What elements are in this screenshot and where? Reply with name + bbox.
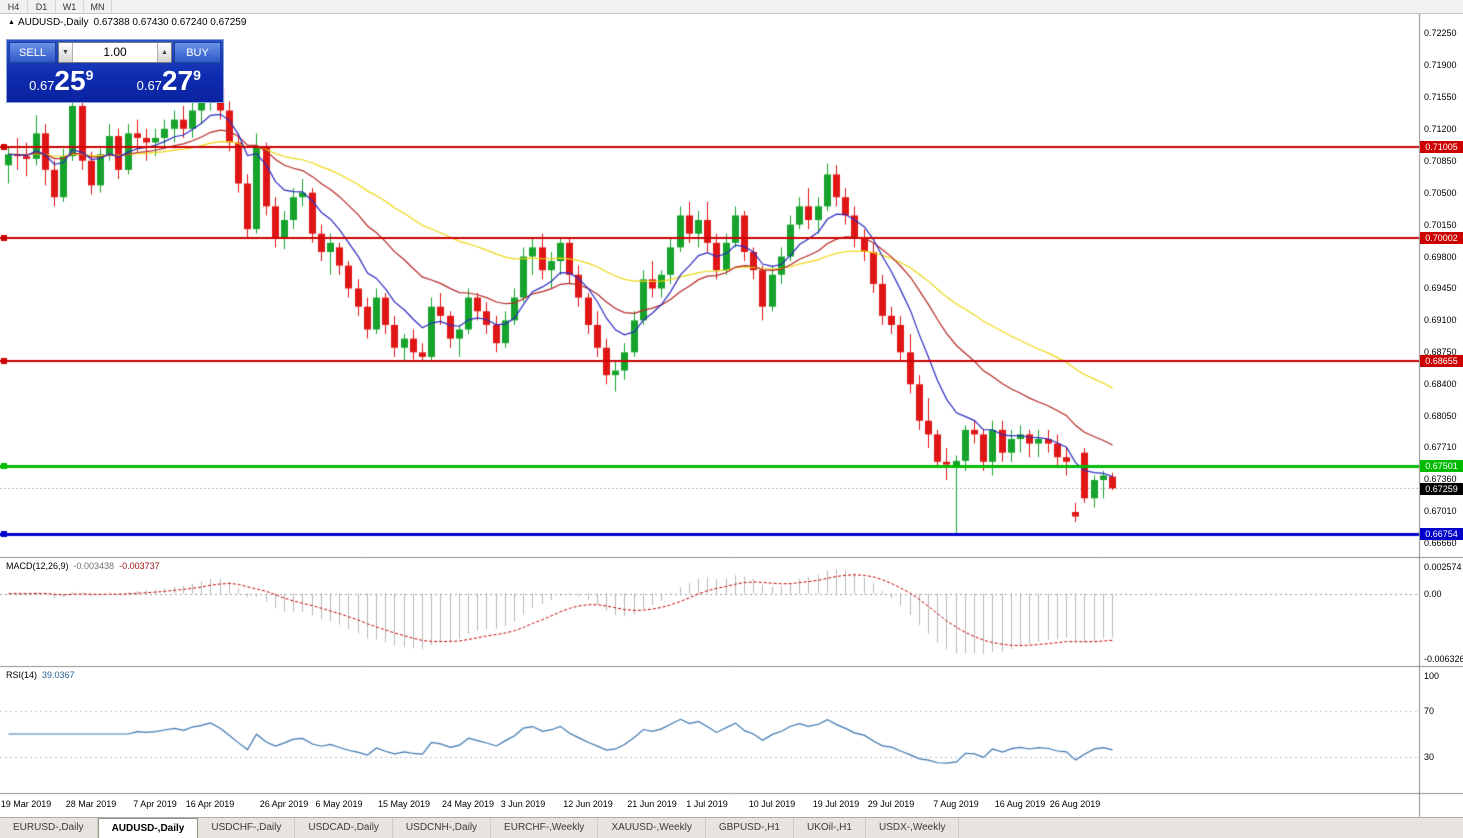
price-axis-label: 0.68400 bbox=[1424, 379, 1457, 390]
price-axis-label: 0.70150 bbox=[1424, 219, 1457, 230]
collapse-triangle-icon[interactable]: ▲ bbox=[8, 19, 15, 26]
sell-price-prefix: 0.67 bbox=[29, 78, 55, 93]
date-axis-label: 10 Jul 2019 bbox=[748, 799, 796, 809]
price-axis-label: 0.69800 bbox=[1424, 251, 1457, 262]
price-axis-label: 0.69100 bbox=[1424, 315, 1457, 326]
current-price-badge: 0.67259 bbox=[1420, 482, 1463, 495]
date-axis-label: 16 Apr 2019 bbox=[185, 799, 235, 809]
macd-signal-value: -0.003737 bbox=[119, 561, 160, 571]
macd-axis-top-label: 0.002574 bbox=[1424, 562, 1462, 572]
caret-up-icon: ▲ bbox=[161, 49, 168, 56]
price-axis-label: 0.70850 bbox=[1424, 155, 1457, 166]
price-axis-label: 0.67360 bbox=[1424, 474, 1457, 485]
chart-tab-gbpusd-h1[interactable]: GBPUSD-,H1 bbox=[706, 818, 794, 838]
buy-price-pipette: 9 bbox=[193, 67, 201, 83]
date-axis-label: 16 Aug 2019 bbox=[994, 799, 1046, 809]
chart-tab-usdcad-daily[interactable]: USDCAD-,Daily bbox=[295, 818, 393, 838]
hline-price-badge: 0.67501 bbox=[1420, 460, 1463, 472]
chart-tab-usdx-weekly[interactable]: USDX-,Weekly bbox=[866, 818, 960, 838]
chart-tab-usdchf-daily[interactable]: USDCHF-,Daily bbox=[198, 818, 296, 838]
buy-button[interactable]: BUY bbox=[174, 42, 221, 63]
rsi-axis-label: 30 bbox=[1424, 752, 1435, 763]
volume-increase-button[interactable]: ▲ bbox=[157, 43, 171, 62]
macd-axis-zero-label: 0.00 bbox=[1424, 588, 1442, 599]
chart-tab-usdcnh-daily[interactable]: USDCNH-,Daily bbox=[393, 818, 492, 838]
hline-price-badge: 0.71005 bbox=[1420, 141, 1463, 153]
chart-tab-xauusd-weekly[interactable]: XAUUSD-,Weekly bbox=[598, 818, 706, 838]
date-axis-label: 19 Mar 2019 bbox=[0, 799, 52, 809]
buy-price-prefix: 0.67 bbox=[136, 78, 162, 93]
date-axis-label: 7 Apr 2019 bbox=[133, 799, 177, 809]
date-axis-label: 21 Jun 2019 bbox=[627, 799, 677, 809]
macd-axis-bottom-label: -0.006326 bbox=[1424, 654, 1463, 664]
timeframe-button-h4[interactable]: H4 bbox=[0, 0, 28, 13]
timeframe-button-w1[interactable]: W1 bbox=[56, 0, 84, 13]
date-axis-label: 29 Jul 2019 bbox=[867, 799, 915, 809]
date-axis-label: 7 Aug 2019 bbox=[933, 799, 979, 809]
date-axis-label: 3 Jun 2019 bbox=[500, 799, 546, 809]
price-axis-label: 0.67010 bbox=[1424, 506, 1457, 517]
date-axis-label: 6 May 2019 bbox=[315, 799, 363, 809]
rsi-name: RSI(14) bbox=[6, 670, 38, 680]
hline-price-badge: 0.66754 bbox=[1420, 528, 1463, 540]
volume-spinner[interactable]: ▼ 1.00 ▲ bbox=[58, 42, 172, 63]
chart-window-title: ▲ AUDUSD-,Daily 0.67388 0.67430 0.67240 0.… bbox=[8, 17, 246, 28]
date-axis-label: 1 Jul 2019 bbox=[686, 799, 728, 809]
chart-ohlc-values: 0.67388 0.67430 0.67240 0.67259 bbox=[93, 17, 247, 28]
buy-price-display[interactable]: 0.67279 bbox=[117, 65, 222, 100]
sell-button[interactable]: SELL bbox=[9, 42, 56, 63]
chart-tab-eurchf-weekly[interactable]: EURCHF-,Weekly bbox=[491, 818, 599, 838]
hline-price-badge: 0.68655 bbox=[1420, 355, 1463, 367]
macd-main-value: -0.003438 bbox=[73, 561, 115, 571]
price-axis-label: 0.67710 bbox=[1424, 442, 1457, 453]
price-axis-label: 0.71550 bbox=[1424, 91, 1457, 102]
timeframe-toolbar: H4 D1 W1 MN bbox=[0, 0, 1463, 14]
price-axis-label: 0.70500 bbox=[1424, 187, 1457, 198]
rsi-value: 39.0367 bbox=[42, 670, 75, 680]
date-axis-label: 26 Aug 2019 bbox=[1049, 799, 1101, 809]
one-click-trading-panel: SELL ▼ 1.00 ▲ BUY 0.67259 0.67279 bbox=[6, 39, 224, 103]
macd-indicator-label: MACD(12,26,9) -0.003438 -0.003737 bbox=[6, 561, 160, 571]
chart-tab-ukoil-h1[interactable]: UKOil-,H1 bbox=[794, 818, 866, 838]
chart-tab-bar: EURUSD-,Daily AUDUSD-,Daily USDCHF-,Daily U… bbox=[0, 817, 1463, 838]
chart-symbol-period: AUDUSD-,Daily bbox=[17, 17, 89, 28]
price-axis-label: 0.72250 bbox=[1424, 28, 1457, 38]
price-axis-label: 0.68750 bbox=[1424, 347, 1457, 358]
price-axis-label: 0.69450 bbox=[1424, 283, 1457, 294]
rsi-indicator-label: RSI(14) 39.0367 bbox=[6, 670, 75, 680]
price-axis-label: 0.66660 bbox=[1424, 537, 1457, 548]
date-axis-label: 24 May 2019 bbox=[441, 799, 495, 809]
date-axis-label: 12 Jun 2019 bbox=[563, 799, 613, 809]
price-axis-label: 0.71900 bbox=[1424, 59, 1457, 70]
timeframe-button-mn[interactable]: MN bbox=[84, 0, 112, 13]
caret-down-icon: ▼ bbox=[62, 49, 69, 56]
timeframe-button-d1[interactable]: D1 bbox=[28, 0, 56, 13]
macd-name: MACD(12,26,9) bbox=[6, 561, 69, 571]
price-axis-label: 0.71200 bbox=[1424, 123, 1457, 134]
volume-decrease-button[interactable]: ▼ bbox=[59, 43, 73, 62]
buy-price-big-digits: 27 bbox=[161, 65, 194, 96]
sell-price-big-digits: 25 bbox=[54, 65, 86, 96]
sell-price-pipette: 9 bbox=[85, 67, 94, 83]
rsi-axis-label: 100 bbox=[1424, 671, 1440, 681]
date-axis-label: 19 Jul 2019 bbox=[812, 799, 860, 809]
chart-tab-audusd-daily[interactable]: AUDUSD-,Daily bbox=[97, 818, 199, 838]
volume-value[interactable]: 1.00 bbox=[103, 45, 127, 59]
price-axis-label: 0.68050 bbox=[1424, 411, 1457, 422]
chart-tab-eurusd-daily[interactable]: EURUSD-,Daily bbox=[0, 818, 98, 838]
date-axis-label: 28 Mar 2019 bbox=[65, 799, 117, 809]
hline-price-badge: 0.70002 bbox=[1420, 232, 1463, 244]
date-axis-label: 15 May 2019 bbox=[377, 799, 431, 809]
date-axis-label: 26 Apr 2019 bbox=[259, 799, 309, 809]
rsi-axis-label: 70 bbox=[1424, 705, 1435, 716]
sell-price-display[interactable]: 0.67259 bbox=[9, 65, 114, 100]
